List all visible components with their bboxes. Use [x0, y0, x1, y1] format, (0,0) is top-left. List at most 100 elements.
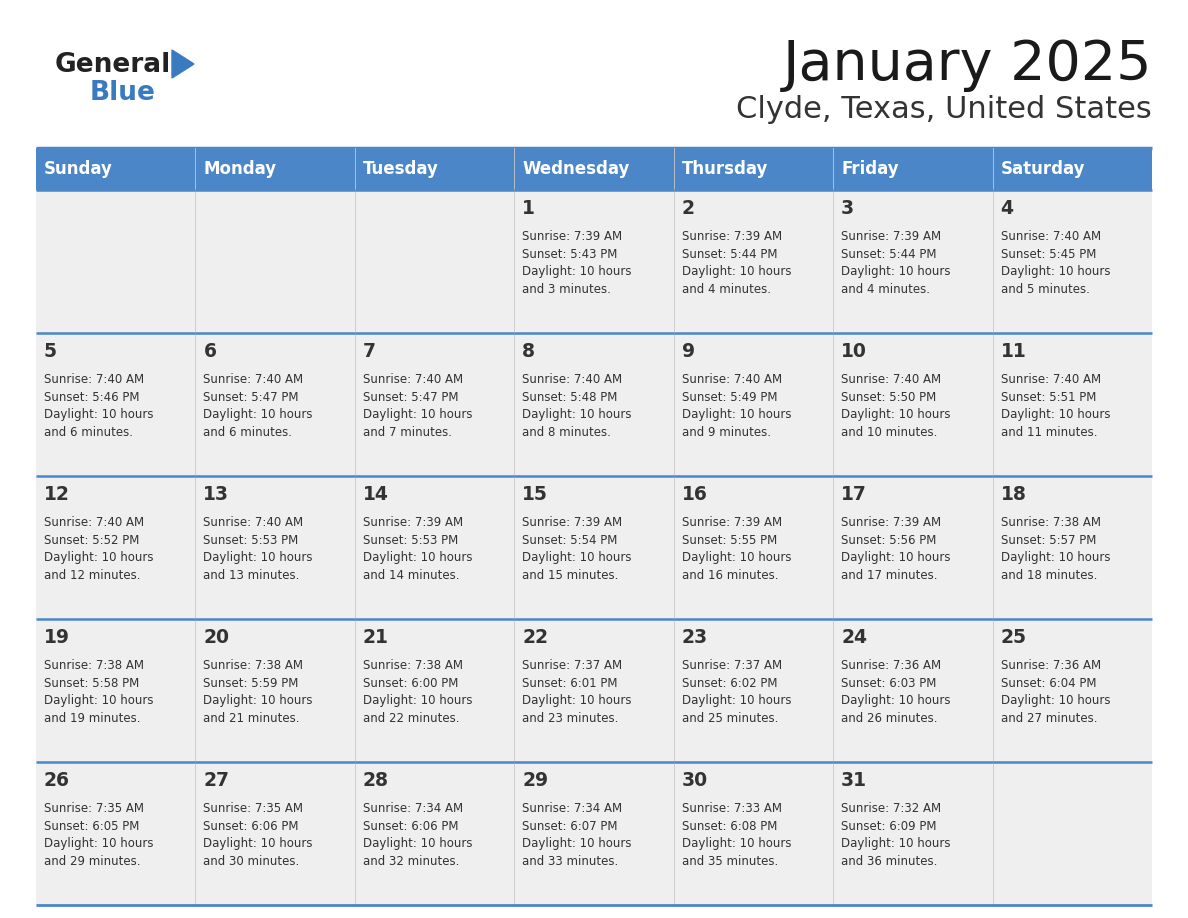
Text: Friday: Friday — [841, 160, 899, 178]
Text: 3: 3 — [841, 198, 854, 218]
Bar — [355, 333, 514, 476]
Text: Sunrise: 7:33 AM
Sunset: 6:08 PM
Daylight: 10 hours
and 35 minutes.: Sunrise: 7:33 AM Sunset: 6:08 PM Dayligh… — [682, 802, 791, 868]
Text: 30: 30 — [682, 770, 708, 789]
Bar — [196, 333, 355, 476]
Bar — [196, 190, 355, 333]
Text: 31: 31 — [841, 770, 867, 789]
Text: Sunrise: 7:40 AM
Sunset: 5:47 PM
Daylight: 10 hours
and 6 minutes.: Sunrise: 7:40 AM Sunset: 5:47 PM Dayligh… — [203, 373, 312, 439]
Text: Sunrise: 7:39 AM
Sunset: 5:53 PM
Daylight: 10 hours
and 14 minutes.: Sunrise: 7:39 AM Sunset: 5:53 PM Dayligh… — [362, 516, 473, 581]
Text: 23: 23 — [682, 628, 708, 646]
Text: 2: 2 — [682, 198, 695, 218]
Text: 20: 20 — [203, 628, 229, 646]
Text: 17: 17 — [841, 485, 867, 504]
Bar — [674, 619, 833, 762]
Bar — [355, 762, 514, 905]
Text: 18: 18 — [1000, 485, 1026, 504]
Text: Sunrise: 7:37 AM
Sunset: 6:02 PM
Daylight: 10 hours
and 25 minutes.: Sunrise: 7:37 AM Sunset: 6:02 PM Dayligh… — [682, 659, 791, 724]
Text: 10: 10 — [841, 341, 867, 361]
Text: Blue: Blue — [90, 80, 156, 106]
Bar — [833, 190, 992, 333]
Bar — [674, 190, 833, 333]
Bar — [196, 476, 355, 619]
Text: Sunrise: 7:39 AM
Sunset: 5:55 PM
Daylight: 10 hours
and 16 minutes.: Sunrise: 7:39 AM Sunset: 5:55 PM Dayligh… — [682, 516, 791, 581]
Text: 1: 1 — [523, 198, 535, 218]
Text: Sunrise: 7:38 AM
Sunset: 5:57 PM
Daylight: 10 hours
and 18 minutes.: Sunrise: 7:38 AM Sunset: 5:57 PM Dayligh… — [1000, 516, 1110, 581]
Bar — [992, 333, 1152, 476]
Text: 16: 16 — [682, 485, 708, 504]
Text: Sunrise: 7:38 AM
Sunset: 5:58 PM
Daylight: 10 hours
and 19 minutes.: Sunrise: 7:38 AM Sunset: 5:58 PM Dayligh… — [44, 659, 153, 724]
Text: 7: 7 — [362, 341, 375, 361]
Bar — [36, 333, 196, 476]
Text: 11: 11 — [1000, 341, 1026, 361]
Text: 15: 15 — [523, 485, 548, 504]
Text: General: General — [55, 52, 171, 78]
Text: Sunrise: 7:34 AM
Sunset: 6:06 PM
Daylight: 10 hours
and 32 minutes.: Sunrise: 7:34 AM Sunset: 6:06 PM Dayligh… — [362, 802, 473, 868]
Text: Sunrise: 7:39 AM
Sunset: 5:44 PM
Daylight: 10 hours
and 4 minutes.: Sunrise: 7:39 AM Sunset: 5:44 PM Dayligh… — [682, 230, 791, 296]
Bar — [36, 190, 196, 333]
Bar — [833, 619, 992, 762]
Text: 28: 28 — [362, 770, 388, 789]
Text: Monday: Monday — [203, 160, 277, 178]
Text: Sunrise: 7:37 AM
Sunset: 6:01 PM
Daylight: 10 hours
and 23 minutes.: Sunrise: 7:37 AM Sunset: 6:01 PM Dayligh… — [523, 659, 632, 724]
Text: 13: 13 — [203, 485, 229, 504]
Text: 9: 9 — [682, 341, 695, 361]
Bar — [196, 148, 355, 190]
Text: Sunrise: 7:38 AM
Sunset: 5:59 PM
Daylight: 10 hours
and 21 minutes.: Sunrise: 7:38 AM Sunset: 5:59 PM Dayligh… — [203, 659, 312, 724]
Bar — [833, 762, 992, 905]
Text: Sunrise: 7:40 AM
Sunset: 5:53 PM
Daylight: 10 hours
and 13 minutes.: Sunrise: 7:40 AM Sunset: 5:53 PM Dayligh… — [203, 516, 312, 581]
Bar — [355, 476, 514, 619]
Text: Sunrise: 7:32 AM
Sunset: 6:09 PM
Daylight: 10 hours
and 36 minutes.: Sunrise: 7:32 AM Sunset: 6:09 PM Dayligh… — [841, 802, 950, 868]
Bar — [355, 190, 514, 333]
Text: Sunrise: 7:40 AM
Sunset: 5:46 PM
Daylight: 10 hours
and 6 minutes.: Sunrise: 7:40 AM Sunset: 5:46 PM Dayligh… — [44, 373, 153, 439]
Text: Sunrise: 7:36 AM
Sunset: 6:03 PM
Daylight: 10 hours
and 26 minutes.: Sunrise: 7:36 AM Sunset: 6:03 PM Dayligh… — [841, 659, 950, 724]
Bar — [992, 476, 1152, 619]
Bar — [514, 762, 674, 905]
Bar — [992, 148, 1152, 190]
Text: 21: 21 — [362, 628, 388, 646]
Polygon shape — [172, 50, 194, 78]
Text: Wednesday: Wednesday — [523, 160, 630, 178]
Text: Sunrise: 7:34 AM
Sunset: 6:07 PM
Daylight: 10 hours
and 33 minutes.: Sunrise: 7:34 AM Sunset: 6:07 PM Dayligh… — [523, 802, 632, 868]
Text: Sunrise: 7:35 AM
Sunset: 6:06 PM
Daylight: 10 hours
and 30 minutes.: Sunrise: 7:35 AM Sunset: 6:06 PM Dayligh… — [203, 802, 312, 868]
Bar — [833, 148, 992, 190]
Bar — [674, 148, 833, 190]
Bar — [674, 333, 833, 476]
Text: 8: 8 — [523, 341, 536, 361]
Text: Sunrise: 7:36 AM
Sunset: 6:04 PM
Daylight: 10 hours
and 27 minutes.: Sunrise: 7:36 AM Sunset: 6:04 PM Dayligh… — [1000, 659, 1110, 724]
Text: Sunrise: 7:39 AM
Sunset: 5:54 PM
Daylight: 10 hours
and 15 minutes.: Sunrise: 7:39 AM Sunset: 5:54 PM Dayligh… — [523, 516, 632, 581]
Text: Sunrise: 7:39 AM
Sunset: 5:44 PM
Daylight: 10 hours
and 4 minutes.: Sunrise: 7:39 AM Sunset: 5:44 PM Dayligh… — [841, 230, 950, 296]
Text: Tuesday: Tuesday — [362, 160, 438, 178]
Text: 14: 14 — [362, 485, 388, 504]
Text: 12: 12 — [44, 485, 70, 504]
Text: 6: 6 — [203, 341, 216, 361]
Text: Sunrise: 7:38 AM
Sunset: 6:00 PM
Daylight: 10 hours
and 22 minutes.: Sunrise: 7:38 AM Sunset: 6:00 PM Dayligh… — [362, 659, 473, 724]
Bar — [992, 619, 1152, 762]
Text: 25: 25 — [1000, 628, 1026, 646]
Bar — [36, 619, 196, 762]
Text: 22: 22 — [523, 628, 548, 646]
Bar — [355, 148, 514, 190]
Bar — [355, 619, 514, 762]
Text: 19: 19 — [44, 628, 70, 646]
Bar — [196, 619, 355, 762]
Text: 5: 5 — [44, 341, 57, 361]
Bar — [36, 762, 196, 905]
Text: Sunrise: 7:40 AM
Sunset: 5:49 PM
Daylight: 10 hours
and 9 minutes.: Sunrise: 7:40 AM Sunset: 5:49 PM Dayligh… — [682, 373, 791, 439]
Text: Clyde, Texas, United States: Clyde, Texas, United States — [737, 95, 1152, 124]
Bar — [196, 762, 355, 905]
Text: Thursday: Thursday — [682, 160, 769, 178]
Text: 27: 27 — [203, 770, 229, 789]
Text: Sunrise: 7:40 AM
Sunset: 5:48 PM
Daylight: 10 hours
and 8 minutes.: Sunrise: 7:40 AM Sunset: 5:48 PM Dayligh… — [523, 373, 632, 439]
Text: Sunrise: 7:40 AM
Sunset: 5:47 PM
Daylight: 10 hours
and 7 minutes.: Sunrise: 7:40 AM Sunset: 5:47 PM Dayligh… — [362, 373, 473, 439]
Text: Sunrise: 7:39 AM
Sunset: 5:56 PM
Daylight: 10 hours
and 17 minutes.: Sunrise: 7:39 AM Sunset: 5:56 PM Dayligh… — [841, 516, 950, 581]
Text: 4: 4 — [1000, 198, 1013, 218]
Bar — [992, 190, 1152, 333]
Text: 26: 26 — [44, 770, 70, 789]
Text: Sunrise: 7:39 AM
Sunset: 5:43 PM
Daylight: 10 hours
and 3 minutes.: Sunrise: 7:39 AM Sunset: 5:43 PM Dayligh… — [523, 230, 632, 296]
Text: Sunday: Sunday — [44, 160, 113, 178]
Bar — [514, 619, 674, 762]
Bar — [992, 762, 1152, 905]
Bar — [514, 190, 674, 333]
Text: Sunrise: 7:40 AM
Sunset: 5:50 PM
Daylight: 10 hours
and 10 minutes.: Sunrise: 7:40 AM Sunset: 5:50 PM Dayligh… — [841, 373, 950, 439]
Text: Sunrise: 7:35 AM
Sunset: 6:05 PM
Daylight: 10 hours
and 29 minutes.: Sunrise: 7:35 AM Sunset: 6:05 PM Dayligh… — [44, 802, 153, 868]
